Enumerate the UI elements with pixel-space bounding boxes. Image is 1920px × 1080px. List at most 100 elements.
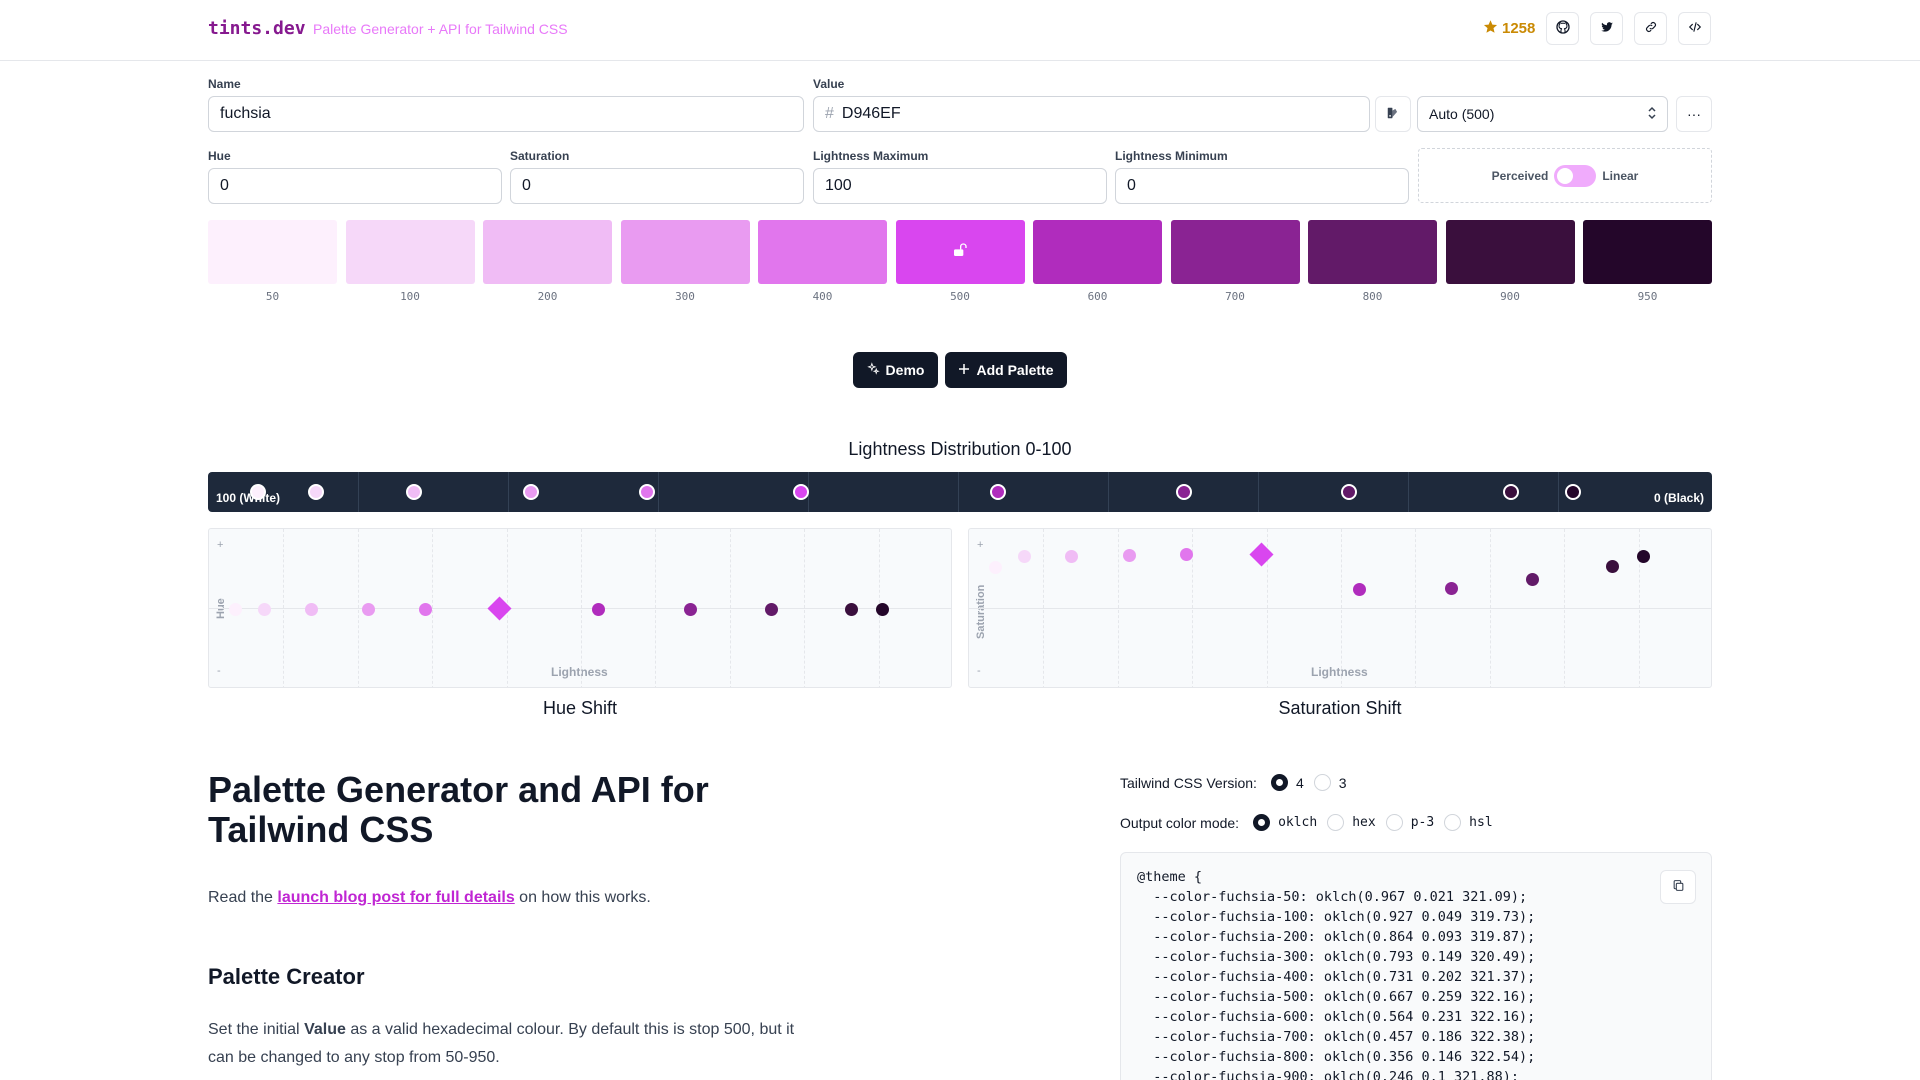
lightness-gridline [1258, 472, 1259, 512]
star-icon [1483, 19, 1498, 38]
hue-point-600[interactable] [592, 603, 605, 616]
sat-point-300[interactable] [1123, 549, 1136, 562]
mode-option-hex[interactable]: hex [1327, 814, 1376, 831]
lightness-dot-400[interactable] [639, 484, 655, 500]
sat-point-400[interactable] [1180, 548, 1193, 561]
swatch-800[interactable] [1308, 220, 1437, 284]
hue-point-400[interactable] [419, 603, 432, 616]
color-picker-button[interactable] [1375, 96, 1411, 132]
plus-icon [958, 362, 970, 378]
hue-point-900[interactable] [845, 603, 858, 616]
mode-radio-oklch[interactable] [1253, 814, 1271, 831]
lightness-gridline [358, 472, 359, 512]
sat-point-500[interactable] [1249, 542, 1274, 567]
palette-icon [1386, 106, 1400, 123]
lightness-max-input[interactable]: 100 [813, 168, 1107, 204]
swatch-900[interactable] [1445, 220, 1575, 284]
mode-option-hsl[interactable]: hsl [1444, 814, 1493, 831]
saturation-input[interactable]: 0 [510, 168, 804, 204]
lightness-dot-100[interactable] [308, 484, 324, 500]
swatch-100[interactable] [345, 220, 475, 284]
swatch-200[interactable] [483, 220, 612, 284]
name-input[interactable]: fuchsia [208, 96, 804, 132]
mode-option-p-3[interactable]: p-3 [1385, 814, 1434, 831]
lightness-dot-500[interactable] [793, 484, 809, 500]
lightness-dot-700[interactable] [1176, 484, 1192, 500]
mode-radio-p-3[interactable] [1385, 814, 1403, 831]
lightness-dot-900[interactable] [1503, 484, 1519, 500]
lightness-dot-200[interactable] [406, 484, 422, 500]
swatch-950[interactable] [1583, 220, 1712, 284]
code-output[interactable]: @theme { --color-fuchsia-50: oklch(0.967… [1120, 852, 1712, 1080]
hue-input[interactable]: 0 [208, 168, 502, 204]
lock-open-icon[interactable] [952, 242, 968, 263]
version-option-3[interactable]: 3 [1313, 774, 1347, 791]
lightness-dot-800[interactable] [1341, 484, 1357, 500]
sat-point-50[interactable] [989, 561, 1002, 574]
switch-knob [1557, 167, 1574, 184]
sat-point-200[interactable] [1065, 550, 1078, 563]
mode-radio-hex[interactable] [1327, 814, 1345, 831]
hue-point-700[interactable] [684, 603, 697, 616]
share-link-button[interactable] [1634, 12, 1667, 45]
version-radio-4[interactable] [1270, 774, 1288, 791]
swatch-700[interactable] [1170, 220, 1300, 284]
sat-point-600[interactable] [1353, 583, 1366, 596]
swatch-500[interactable] [895, 220, 1025, 284]
demo-button[interactable]: Demo [853, 352, 938, 388]
toggle-linear-label: Linear [1602, 168, 1639, 183]
sat-point-900[interactable] [1606, 560, 1619, 573]
github-button[interactable] [1546, 12, 1579, 45]
lightness-dot-300[interactable] [523, 484, 539, 500]
add-palette-button[interactable]: Add Palette [945, 352, 1067, 388]
creator-bold-value: Value [304, 1021, 346, 1038]
sat-point-100[interactable] [1018, 550, 1031, 563]
lightness-mode-toggle-group: Perceived Linear [1418, 148, 1712, 203]
swatch-label-200: 200 [537, 290, 558, 303]
value-input[interactable]: # D946EF [813, 96, 1370, 132]
lightness-dot-600[interactable] [990, 484, 1006, 500]
twitter-icon [1600, 20, 1614, 37]
lightness-dot-950[interactable] [1565, 484, 1581, 500]
hue-point-300[interactable] [362, 603, 375, 616]
version-radio-3[interactable] [1313, 774, 1331, 791]
lightness-min-input[interactable]: 0 [1115, 168, 1409, 204]
swatch-300[interactable] [620, 220, 750, 284]
version-option-4[interactable]: 4 [1270, 774, 1304, 791]
color-mode-label: Output color mode: [1120, 814, 1240, 831]
swatch-50[interactable] [208, 220, 337, 284]
hue-point-200[interactable] [305, 603, 318, 616]
brand-logo[interactable]: tints.dev [208, 18, 306, 39]
hue-point-800[interactable] [765, 603, 778, 616]
add-palette-label: Add Palette [976, 362, 1054, 378]
hue-point-500[interactable] [487, 596, 512, 621]
swatch-400[interactable] [758, 220, 887, 284]
swatch-600[interactable] [1033, 220, 1162, 284]
github-stars[interactable]: 1258 [1483, 19, 1535, 38]
lightness-white-label: 100 (White) [216, 491, 281, 505]
code-line: --color-fuchsia-500: oklch(0.667 0.259 3… [1137, 989, 1536, 1005]
launch-blog-link[interactable]: launch blog post for full details [277, 889, 515, 906]
hue-point-100[interactable] [258, 603, 271, 616]
hue-point-50[interactable] [229, 603, 242, 616]
mode-option-oklch[interactable]: oklch [1253, 814, 1317, 831]
ellipsis-icon: ··· [1687, 106, 1701, 122]
mode-radio-hsl[interactable] [1444, 814, 1462, 831]
twitter-button[interactable] [1590, 12, 1623, 45]
hue-baseline [209, 608, 951, 609]
stop-select[interactable]: Auto (500) [1417, 96, 1668, 132]
sat-point-950[interactable] [1637, 550, 1650, 563]
sat-point-700[interactable] [1445, 582, 1458, 595]
lightness-dot-50[interactable] [250, 484, 266, 500]
code-line: --color-fuchsia-700: oklch(0.457 0.186 3… [1137, 1029, 1536, 1045]
lightness-mode-switch[interactable] [1554, 164, 1597, 187]
sat-minus-label: - [977, 665, 981, 677]
page-heading: Palette Generator and API for Tailwind C… [208, 769, 709, 850]
swatch-label-900: 900 [1500, 290, 1520, 303]
copy-code-button[interactable] [1660, 870, 1696, 904]
sat-point-800[interactable] [1526, 573, 1539, 586]
embed-code-button[interactable] [1678, 12, 1711, 45]
lightness-gridline [1558, 472, 1559, 512]
hue-point-950[interactable] [876, 603, 889, 616]
more-options-button[interactable]: ··· [1676, 96, 1712, 132]
